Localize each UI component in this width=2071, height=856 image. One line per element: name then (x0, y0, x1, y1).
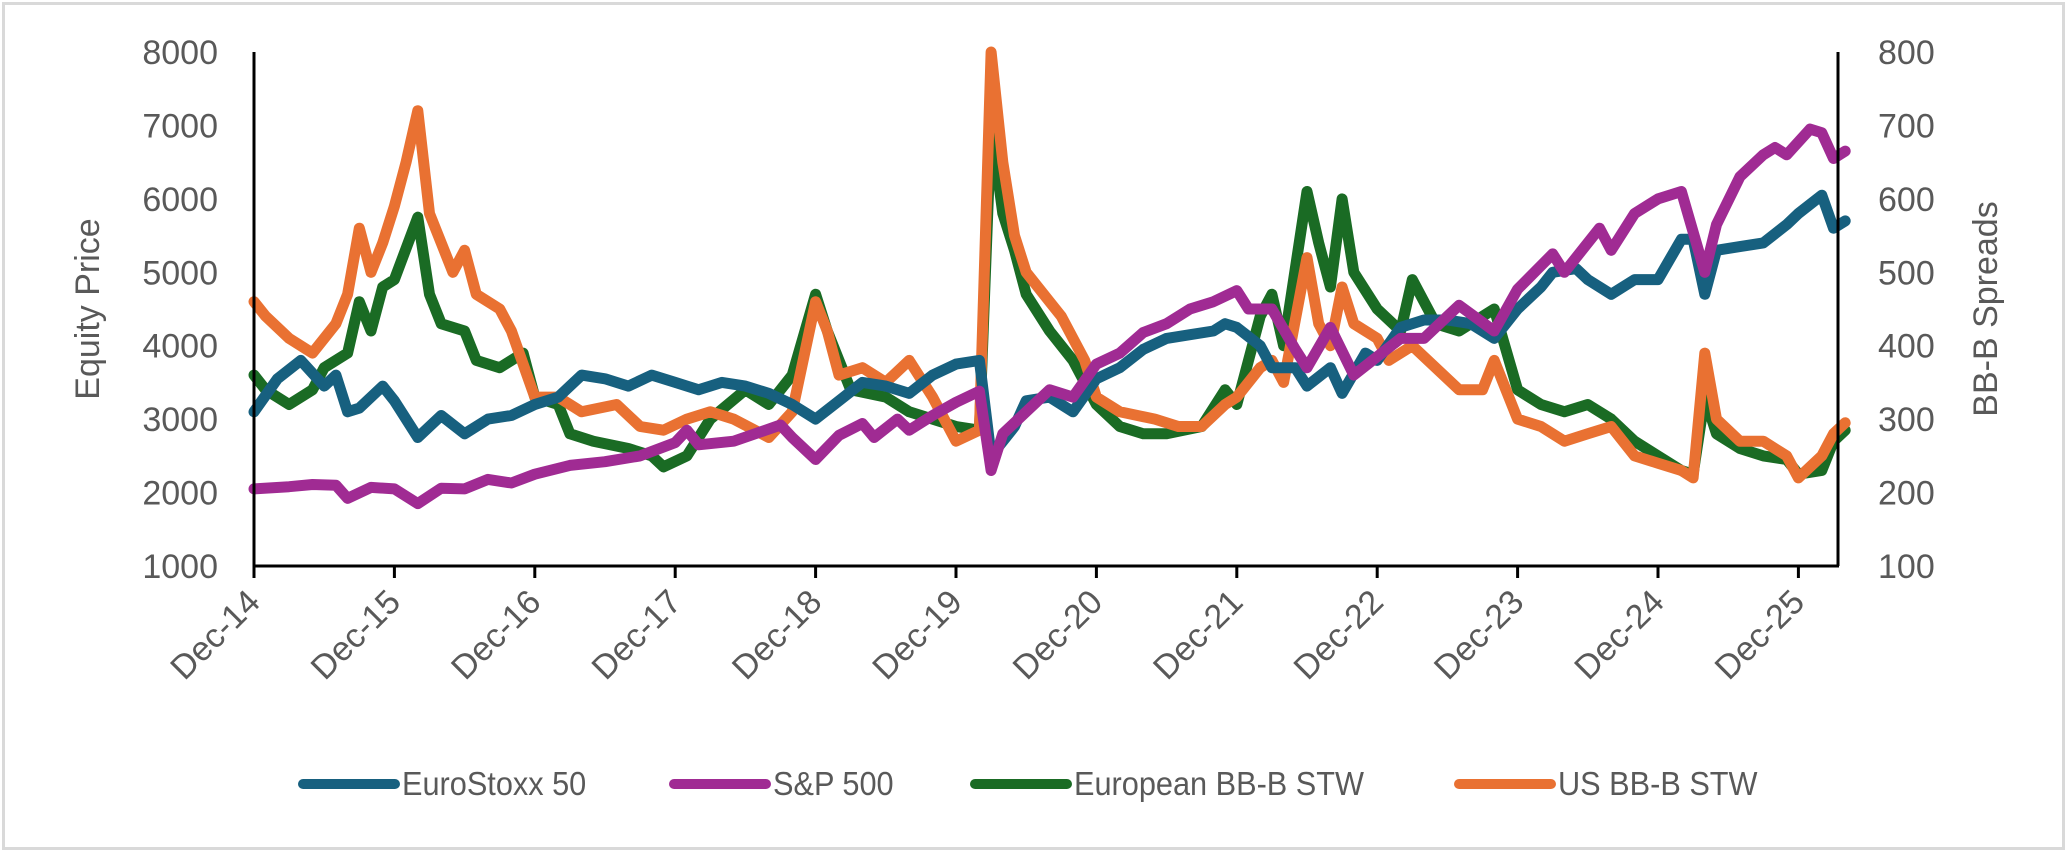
right-y-tick-label: 800 (1878, 34, 1935, 72)
right-y-tick-label: 300 (1878, 401, 1935, 439)
legend-swatch-sp500 (668, 779, 771, 789)
legend: EuroStoxx 50 S&P 500 European BB-B STW U… (0, 765, 2071, 803)
series-line-european-bb-b-stw (248, 119, 1851, 480)
axes-layer (252, 52, 1840, 568)
x-tick-label: Dec-20 (1006, 583, 1110, 687)
legend-item-us-bb-b[interactable]: US BB-B STW (1454, 765, 1773, 803)
x-tick-label: Dec-18 (725, 583, 829, 687)
legend-item-european-bb-b[interactable]: European BB-B STW (970, 765, 1386, 803)
x-tick-label: Dec-17 (584, 583, 688, 687)
x-tick-label: Dec-16 (444, 583, 548, 687)
right-axis-title: BB-B Spreads (1967, 201, 2005, 416)
left-y-tick-label: 7000 (142, 107, 218, 145)
legend-label-eurostoxx: EuroStoxx 50 (402, 765, 587, 802)
x-tick-label: Dec-21 (1146, 583, 1250, 687)
legend-label-us-bb-b: US BB-B STW (1558, 765, 1758, 802)
series-layer (248, 46, 1851, 510)
legend-label-sp500: S&P 500 (772, 765, 894, 802)
right-y-tick-label: 100 (1878, 548, 1935, 586)
left-axis-title: Equity Price (69, 218, 107, 399)
legend-swatch-european-bb-b (970, 779, 1073, 789)
right-y-tick-label: 600 (1878, 181, 1935, 219)
right-y-tick-label: 500 (1878, 254, 1935, 292)
x-tick-label: Dec-15 (304, 583, 408, 687)
x-tick-label: Dec-24 (1567, 583, 1671, 687)
left-y-tick-label: 2000 (142, 475, 218, 513)
series-line-eurostoxx-50 (248, 189, 1851, 462)
dual-axis-line-chart: 1000 2000 3000 4000 5000 6000 7000 8000 100 200 30… (69, 34, 2005, 687)
series-line-s-p-500 (248, 123, 1851, 510)
legend-swatch-us-bb-b (1454, 779, 1557, 789)
legend-item-sp500[interactable]: S&P 500 (668, 765, 903, 803)
left-y-tick-label: 5000 (142, 254, 218, 292)
legend-label-european-bb-b: European BB-B STW (1074, 765, 1365, 802)
x-tick-label: Dec-22 (1286, 583, 1390, 687)
series-line-us-bb-b-stw (248, 46, 1851, 484)
left-y-tick-label: 1000 (142, 548, 218, 586)
left-y-tick-label: 4000 (142, 328, 218, 366)
left-y-tick-label: 6000 (142, 181, 218, 219)
right-y-tick-label: 400 (1878, 328, 1935, 366)
right-y-tick-label: 200 (1878, 475, 1935, 513)
right-y-tick-label: 700 (1878, 107, 1935, 145)
x-tick-label: Dec-25 (1708, 583, 1812, 687)
x-tick-label: Dec-14 (163, 583, 267, 687)
x-tick-label: Dec-23 (1427, 583, 1531, 687)
legend-item-eurostoxx[interactable]: EuroStoxx 50 (298, 765, 600, 803)
left-y-tick-label: 3000 (142, 401, 218, 439)
legend-swatch-eurostoxx (298, 779, 401, 789)
x-tick-label: Dec-19 (865, 583, 969, 687)
left-y-tick-label: 8000 (142, 34, 218, 72)
